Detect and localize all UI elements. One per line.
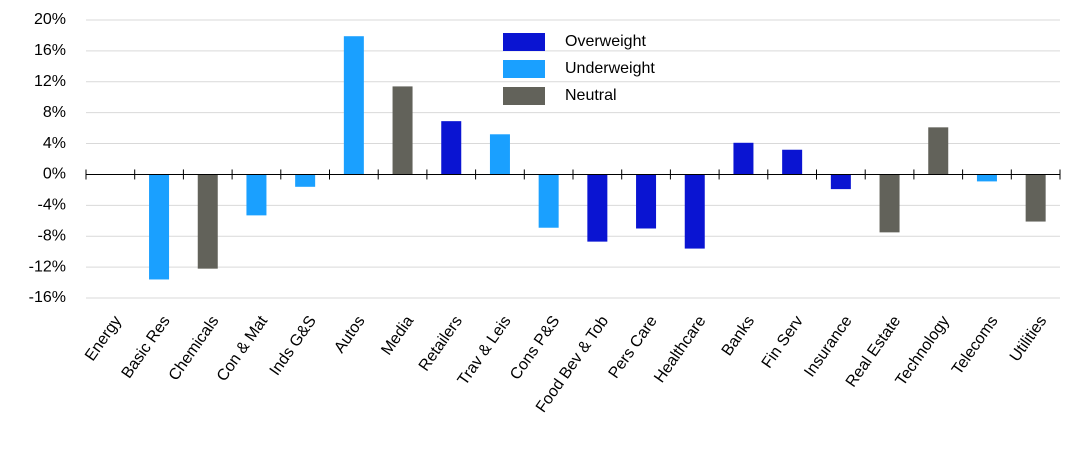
x-tick-label: Fin Serv (759, 313, 807, 372)
bar (538, 174, 559, 228)
y-tick-label: 4% (43, 135, 66, 152)
bar (295, 174, 316, 187)
bar (928, 127, 949, 175)
legend-swatch (503, 33, 545, 51)
x-tick-label: Utilities (1007, 313, 1051, 365)
x-tick-label: Media (378, 313, 417, 359)
bar (976, 174, 997, 182)
bar (879, 174, 900, 233)
bar (636, 174, 657, 229)
x-tick-label: Telecoms (949, 313, 1002, 378)
legend-label: Underweight (565, 60, 655, 77)
x-tick-label: Insurance (801, 313, 855, 380)
x-tick-label: Energy (82, 313, 125, 364)
y-tick-label: 0% (43, 166, 66, 183)
bar (782, 149, 803, 175)
y-tick-label: -16% (29, 289, 66, 306)
x-tick-label: Banks (719, 313, 758, 359)
x-tick-label: Cons P&S (507, 313, 563, 383)
x-tick-label: Retailers (416, 313, 466, 374)
bar (1025, 174, 1046, 222)
legend-label: Overweight (565, 33, 646, 50)
bar (197, 174, 218, 269)
y-tick-label: -8% (38, 227, 66, 244)
y-tick-label: -4% (38, 197, 66, 214)
y-tick-label: 8% (43, 104, 66, 121)
x-tick-label: Con & Mat (214, 313, 272, 385)
bar (343, 36, 364, 175)
bar (489, 134, 510, 175)
y-tick-label: 20% (34, 11, 66, 28)
x-tick-label: Inds G&S (267, 313, 320, 379)
x-tick-label: Basic Res (119, 313, 174, 382)
y-tick-label: 12% (34, 73, 66, 90)
y-tick-label: -12% (29, 258, 66, 275)
bar (441, 121, 462, 175)
bar (684, 174, 705, 249)
x-tick-label: Autos (331, 313, 368, 356)
legend-swatch (503, 60, 545, 78)
bar (149, 174, 170, 280)
bar (587, 174, 608, 242)
legend-swatch (503, 87, 545, 105)
bar (392, 86, 413, 175)
bar (830, 174, 851, 190)
bar (246, 174, 267, 216)
y-tick-label: 16% (34, 42, 66, 59)
x-tick-label: Pers Care (606, 313, 661, 382)
legend-label: Neutral (565, 87, 617, 104)
bar (733, 142, 754, 175)
